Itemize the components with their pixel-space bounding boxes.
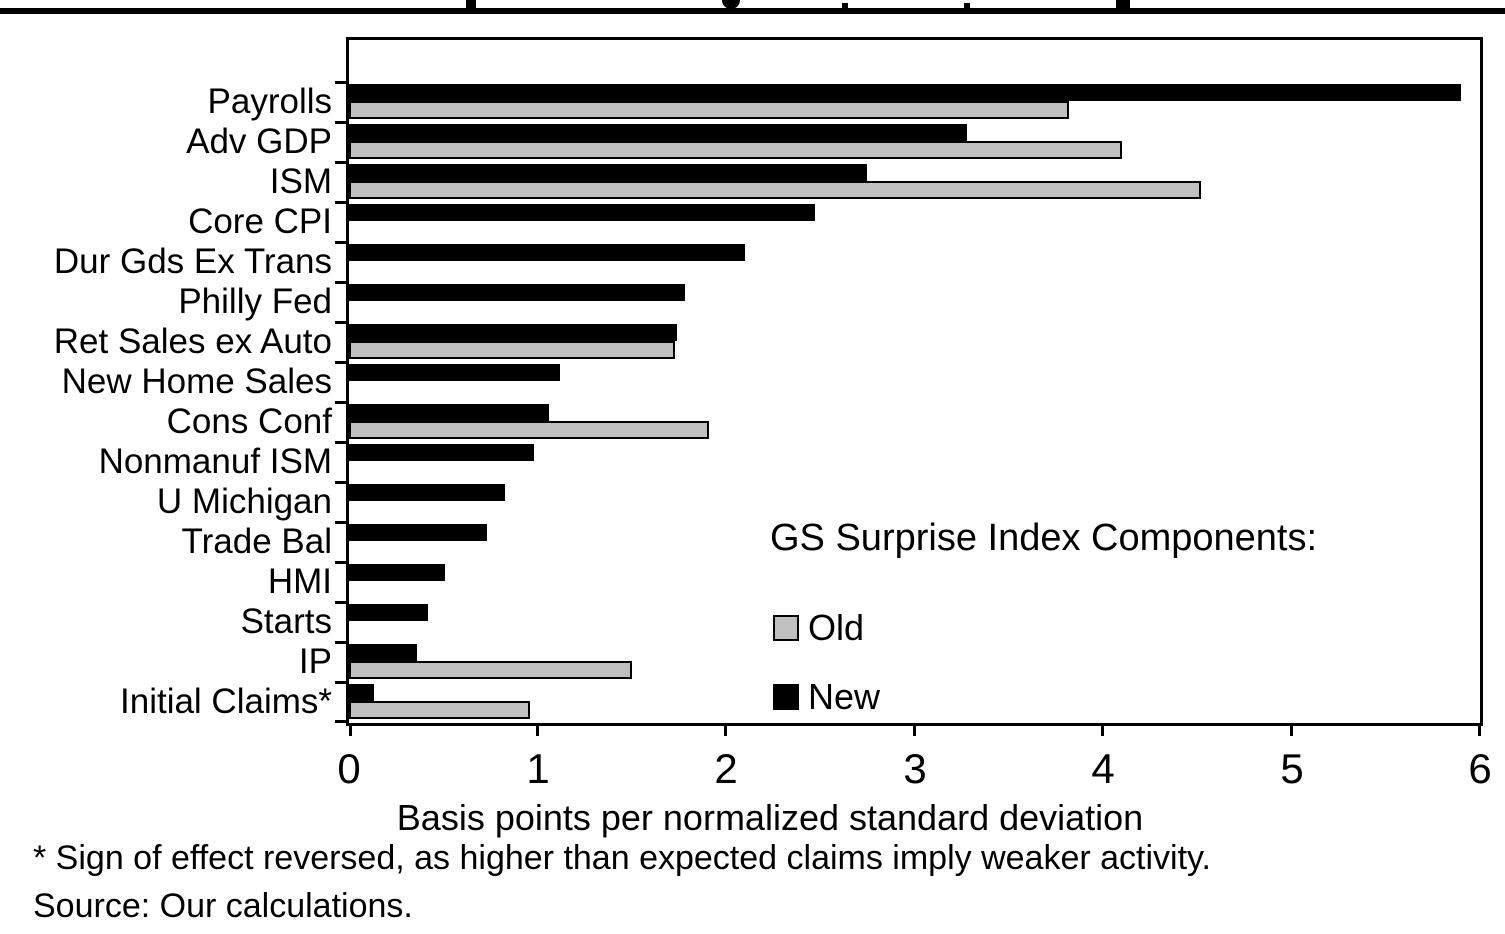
y-axis-tick [335, 121, 349, 124]
category-label: HMI [267, 562, 332, 601]
x-axis-tick-label: 5 [1280, 745, 1304, 792]
category-label: Core CPI [188, 202, 332, 241]
y-axis-tick [335, 241, 349, 244]
x-axis-tick [349, 723, 352, 736]
bars-layer [349, 40, 1480, 723]
bar-new [349, 444, 534, 461]
x-axis-tick [913, 723, 916, 736]
bar-old [349, 421, 709, 439]
bar-new [349, 164, 867, 181]
bar-new [349, 564, 445, 581]
y-axis-category-labels: Payrolls Adv GDP ISM Core CPI Dur Gds Ex Tra… [0, 0, 334, 934]
clipped-title-fragment [466, 0, 476, 8]
category-label: Trade Bal [181, 522, 332, 561]
category-label: Payrolls [207, 82, 332, 121]
legend-swatch-new [773, 684, 799, 710]
bar-new [349, 524, 487, 541]
legend-label-new: New [808, 676, 881, 717]
category-label: New Home Sales [61, 362, 332, 401]
x-axis-tick [1101, 723, 1104, 736]
y-axis-tick [335, 401, 349, 404]
bar-old [349, 141, 1122, 159]
clipped-title-fragment [1116, 0, 1130, 8]
category-label: Starts [240, 602, 332, 641]
bar-new [349, 364, 560, 381]
category-label: ISM [269, 162, 332, 201]
bar-new [349, 604, 428, 621]
legend-entry-old: Old [773, 608, 864, 648]
y-axis-tick [335, 81, 349, 84]
y-axis-tick [335, 681, 349, 684]
clipped-title-fragment [722, 0, 740, 9]
category-label: Nonmanuf ISM [98, 442, 332, 481]
bar-new [349, 684, 374, 701]
y-axis-tick [335, 561, 349, 564]
y-axis-tick [335, 441, 349, 444]
bar-new [349, 204, 815, 221]
legend-title: GS Surprise Index Components: [770, 517, 1318, 559]
category-label: IP [298, 642, 332, 681]
category-label: U Michigan [156, 482, 332, 521]
y-axis-tick [335, 361, 349, 364]
bar-new [349, 644, 417, 661]
bar-old [349, 701, 530, 719]
bar-new [349, 244, 745, 261]
x-axis-tick-label: 4 [1091, 745, 1115, 792]
y-axis-tick [335, 161, 349, 164]
x-axis-tick-label: 2 [714, 745, 738, 792]
legend-entry-new: New [773, 677, 880, 717]
y-axis-tick [335, 201, 349, 204]
x-axis-tick [536, 723, 539, 736]
y-axis-tick [335, 720, 349, 723]
x-axis-title: Basis points per normalized standard dev… [396, 797, 1144, 838]
x-axis-tick-label: 3 [903, 745, 927, 792]
bar-new [349, 484, 505, 501]
legend-swatch-old [773, 615, 799, 641]
footnote-source: Source: Our calculations. [33, 887, 413, 925]
y-axis-tick [335, 481, 349, 484]
category-label: Philly Fed [178, 282, 332, 321]
x-axis-tick-label: 0 [337, 745, 361, 792]
y-axis-tick [335, 641, 349, 644]
clipped-title-fragment [842, 3, 848, 8]
legend-label-old: Old [808, 607, 865, 648]
bar-new [349, 324, 677, 341]
category-label: Adv GDP [186, 122, 332, 161]
category-label: Initial Claims* [120, 682, 332, 721]
category-label: Cons Conf [166, 402, 332, 441]
bar-new [349, 404, 549, 421]
bar-old [349, 661, 632, 679]
bar-old [349, 181, 1201, 199]
title-rule [0, 8, 1505, 14]
clipped-title-fragment [964, 3, 970, 8]
category-label: Ret Sales ex Auto [53, 322, 332, 361]
x-axis-tick-label: 6 [1468, 745, 1492, 792]
bar-old [349, 101, 1069, 119]
x-axis-tick-label: 1 [526, 745, 550, 792]
y-axis-tick [335, 281, 349, 284]
category-label: Dur Gds Ex Trans [53, 242, 332, 281]
x-axis-tick-labels: 0 1 2 3 4 5 6 [0, 744, 1505, 794]
x-axis-tick [1290, 723, 1293, 736]
y-axis-tick [335, 521, 349, 524]
plot-area [335, 37, 1483, 736]
y-axis-tick [335, 321, 349, 324]
bar-new [349, 84, 1461, 101]
bar-old [349, 341, 675, 359]
x-axis-tick [724, 723, 727, 736]
footnote-asterisk: * Sign of effect reversed, as higher tha… [33, 839, 1211, 877]
bar-new [349, 284, 685, 301]
bar-new [349, 124, 967, 141]
y-axis-tick [335, 601, 349, 604]
x-axis-tick [1478, 723, 1481, 736]
